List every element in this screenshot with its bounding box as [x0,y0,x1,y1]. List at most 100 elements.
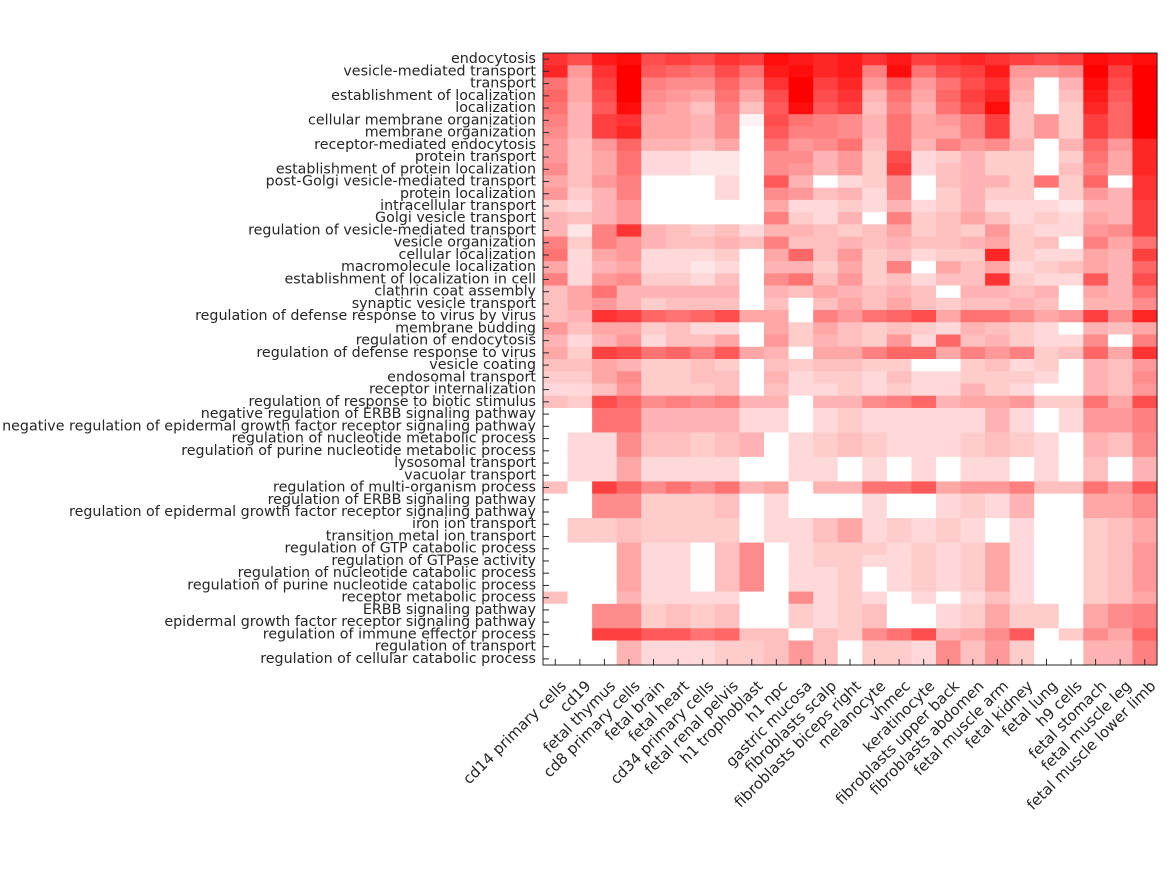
heatmap-cell [665,383,691,397]
heatmap-cell [1107,199,1134,213]
heatmap-cell [813,493,839,507]
heatmap-cell [616,444,642,458]
heatmap-cell [837,53,863,66]
heatmap-cell [813,567,839,580]
heatmap-cell [1107,65,1134,79]
heatmap-cell [592,359,618,372]
heatmap-cell [1058,444,1084,458]
heatmap-cell [641,481,667,495]
heatmap-cell [641,65,667,79]
row-label: receptor metabolic process [341,590,536,606]
heatmap-cell [813,542,839,556]
heatmap-cell [1058,273,1084,287]
heatmap-cell [739,138,765,152]
heatmap-cell [690,187,716,201]
heatmap-cell [592,199,618,213]
heatmap-cell [1034,493,1060,507]
heatmap-cell [935,53,962,66]
heatmap-cell [813,456,839,470]
heatmap-cell [1034,89,1060,103]
heatmap-cell [1034,138,1060,152]
row-label: establishment of localization in cell [284,271,536,287]
heatmap-cell [690,77,716,91]
heatmap-cell [788,640,814,654]
heatmap-cell [985,444,1011,458]
heatmap-cell [616,150,642,164]
heatmap-cell [543,175,569,189]
row-label: membrane organization [365,125,536,141]
heatmap-cell [641,493,667,507]
heatmap-cell [714,150,741,164]
heatmap-cell [616,628,642,642]
heatmap-cell [1058,114,1084,128]
heatmap-cell [935,628,962,642]
heatmap-cell [911,138,937,152]
heatmap-cell [592,493,618,507]
heatmap-cell [567,297,593,311]
heatmap-cell [1132,212,1158,225]
heatmap-cell [788,248,814,262]
heatmap-cell [813,407,839,421]
heatmap-cell [714,505,741,519]
heatmap-cell [543,432,569,446]
heatmap-cell [985,248,1011,262]
heatmap-cell [862,530,888,544]
heatmap-cell [886,297,912,311]
heatmap-cell [960,383,986,397]
heatmap-cell [1132,542,1158,556]
heatmap-cell [788,53,814,66]
heatmap-cell [886,334,912,348]
heatmap-cell [641,126,667,140]
heatmap-cell [886,407,912,421]
heatmap-cell [616,579,642,593]
heatmap-cell [1132,407,1158,421]
heatmap-cell [1058,383,1084,397]
heatmap-cell [960,322,986,336]
heatmap-cell [935,616,962,629]
heatmap-cell [1009,493,1035,507]
heatmap-cell [567,187,593,201]
heatmap-cell [886,505,912,519]
heatmap-cell [616,456,642,470]
heatmap-cell [788,199,814,213]
heatmap-cell [862,371,888,385]
heatmap-cell [1009,65,1035,79]
heatmap-cell [1034,567,1060,580]
heatmap-cell [714,395,741,409]
heatmap-cell [862,395,888,409]
heatmap-cell [567,383,593,397]
heatmap-cell [813,420,839,434]
heatmap-cell [886,346,912,360]
heatmap-cell [1107,236,1134,250]
heatmap-cell [616,187,642,201]
row-label: ERBB signaling pathway [363,602,537,618]
heatmap-cell [886,579,912,593]
heatmap-cell [960,456,986,470]
heatmap-cell [1009,310,1035,323]
heatmap-cell [690,493,716,507]
heatmap-cell [960,407,986,421]
heatmap-cell [543,505,569,519]
heatmap-cell [985,224,1011,238]
heatmap-cell [1034,212,1060,225]
heatmap-cell [886,89,912,103]
heatmap-cell [935,456,962,470]
heatmap-cell [665,89,691,103]
heatmap-cell [739,175,765,189]
heatmap-cell [985,310,1011,323]
heatmap-cell [862,542,888,556]
heatmap-cell [935,420,962,434]
heatmap-cell [641,224,667,238]
heatmap-cell [1009,444,1035,458]
heatmap-cell [1058,163,1084,176]
heatmap-cell [739,261,765,274]
heatmap-cell [592,114,618,128]
heatmap-cell [543,138,569,152]
heatmap-cell [911,616,937,629]
heatmap-cell [1083,567,1109,580]
heatmap-cell [592,126,618,140]
heatmap-cell [567,505,593,519]
heatmap-cell [1083,297,1109,311]
heatmap-cell [1009,616,1035,629]
